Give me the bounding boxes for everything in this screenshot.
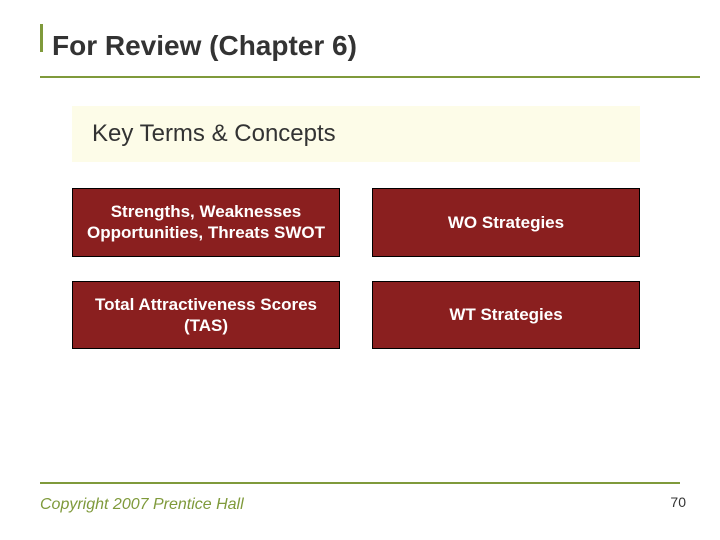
title-accent-vertical [40, 24, 43, 52]
slide-title: For Review (Chapter 6) [52, 30, 680, 62]
card-grid: Strengths, Weaknesses Opportunities, Thr… [72, 188, 640, 349]
slide: For Review (Chapter 6) Key Terms & Conce… [0, 0, 720, 540]
card-wo-strategies: WO Strategies [372, 188, 640, 257]
footer-line [40, 482, 680, 484]
card-swot: Strengths, Weaknesses Opportunities, Thr… [72, 188, 340, 257]
card-tas: Total Attractiveness Scores (TAS) [72, 281, 340, 350]
title-block: For Review (Chapter 6) [40, 24, 680, 78]
footer-copyright: Copyright 2007 Prentice Hall [40, 496, 244, 514]
card-wt-strategies: WT Strategies [372, 281, 640, 350]
title-underline [40, 76, 700, 78]
page-number: 70 [670, 494, 686, 510]
subtitle-box: Key Terms & Concepts [72, 106, 640, 162]
